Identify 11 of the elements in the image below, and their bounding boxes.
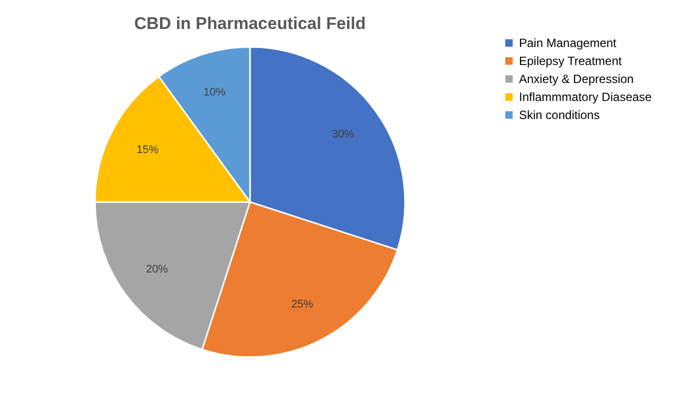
data-label: 30% bbox=[332, 128, 354, 140]
data-label: 15% bbox=[136, 144, 159, 156]
legend-label: Epilepsy Treatment bbox=[519, 54, 622, 68]
legend-label: Pain Management bbox=[519, 36, 618, 50]
legend-label: Anxiety & Depression bbox=[519, 72, 634, 86]
data-label: 10% bbox=[203, 86, 226, 99]
data-label: 20% bbox=[146, 264, 168, 276]
legend-label: Inflammmatory Diasease bbox=[519, 90, 652, 104]
legend-label: Skin conditions bbox=[519, 108, 600, 122]
data-label: 25% bbox=[291, 298, 314, 310]
chart-title: CBD in Pharmaceutical Feild bbox=[134, 14, 366, 33]
